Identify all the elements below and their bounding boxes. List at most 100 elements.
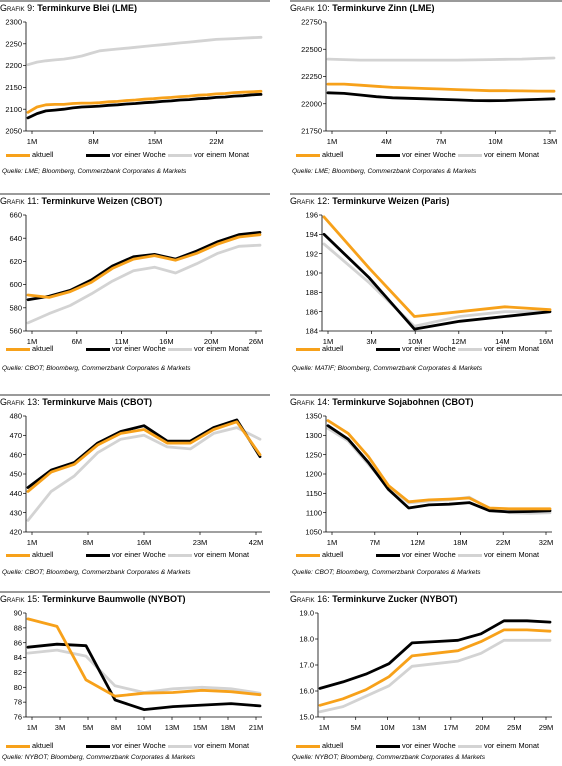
y-tick-label: 196 [305,211,318,220]
y-tick-label: 1050 [305,528,322,537]
x-tick-label: 1M [27,723,37,732]
x-tick-label: 15M [193,723,208,732]
legend-swatch [376,153,400,157]
legend-swatch [296,347,320,351]
chart-legend: aktuell vor einer Woche vor einem Monat [290,741,562,753]
x-tick-label: 25M [507,723,522,732]
legend-item-week: vor einer Woche [376,344,456,353]
series-line-week [26,642,262,711]
x-tick-label: 1M [327,137,337,146]
y-tick-label: 2300 [5,18,22,27]
legend-swatch [86,153,110,157]
y-tick-label: 600 [9,280,22,289]
chart-number: Grafik 13: [0,397,43,407]
legend-item-current: aktuell [296,550,343,559]
y-tick-label: 18.0 [299,635,314,644]
y-tick-label: 2200 [5,61,22,70]
y-tick-label: 1150 [306,489,322,498]
legend-item-month: vor einem Monat [168,550,249,559]
legend-swatch [376,553,400,557]
panel-divider [0,394,270,396]
x-tick-label: 1M [27,137,37,146]
legend-label: vor einem Monat [484,150,540,159]
chart-number: Grafik 11: [0,196,42,206]
y-tick-label: 2150 [5,83,22,92]
legend-swatch [168,153,192,157]
y-tick-label: 420 [9,528,22,537]
y-tick-label: 80 [14,683,22,692]
legend-item-current: aktuell [296,150,343,159]
chart-legend: aktuell vor einer Woche vor einem Monat [0,344,270,356]
legend-swatch [458,347,482,351]
series-line-aktuell [26,617,262,698]
chart-source: Quelle: NYBOT; Bloomberg, Commerzbank Co… [2,754,195,761]
chart-legend: aktuell vor einer Woche vor einem Monat [290,550,562,562]
legend-swatch [168,744,192,748]
x-tick-label: 16M [159,337,174,346]
chart-title: Grafik 9: Terminkurve Blei (LME) [0,3,137,13]
legend-label: aktuell [322,344,344,353]
legend-swatch [86,553,110,557]
legend-swatch [6,553,30,557]
y-tick-label: 580 [9,303,22,312]
chart-panel: Grafik 15: Terminkurve Baumwolle (NYBOT)… [0,591,270,766]
y-tick-label: 1250 [305,450,322,459]
series-line-aktuell [26,233,262,299]
legend-label: vor einer Woche [112,344,166,353]
series-line-month [26,426,262,522]
chart-source: Quelle: LME; Bloomberg, Commerzbank Corp… [2,168,187,175]
x-tick-label: 8M [88,137,98,146]
series-line-week [322,232,552,331]
chart-title-text: Terminkurve Blei (LME) [37,3,138,13]
series-line-aktuell [318,628,552,707]
chart-legend: aktuell vor einer Woche vor einem Monat [0,741,270,753]
y-tick-label: 640 [9,234,22,243]
y-tick-label: 450 [9,470,22,479]
chart-panel: Grafik 12: Terminkurve Weizen (Paris) 184… [290,193,562,377]
legend-swatch [376,347,400,351]
x-tick-label: 17M [444,723,459,732]
x-tick-label: 1M [323,337,333,346]
y-tick-label: 84 [14,653,22,662]
x-tick-label: 8M [83,538,93,547]
legend-label: aktuell [322,550,344,559]
chart-number: Grafik 12: [290,196,333,206]
chart-number: Grafik 14: [290,397,333,407]
chart-source: Quelle: MATIF; Bloomberg, Commerzbank Co… [292,365,483,372]
chart-source: Quelle: NYBOT; Bloomberg, Commerzbank Co… [292,754,485,761]
legend-item-month: vor einem Monat [168,741,249,750]
legend-label: vor einer Woche [402,150,456,159]
y-tick-label: 1200 [305,470,322,479]
y-tick-label: 1100 [306,508,322,517]
legend-item-week: vor einer Woche [376,550,456,559]
legend-label: aktuell [32,741,54,750]
y-tick-label: 19.0 [299,609,314,618]
legend-label: aktuell [32,150,54,159]
panel-divider [290,591,562,593]
legend-item-month: vor einem Monat [458,150,539,159]
legend-swatch [458,744,482,748]
chart-title: Grafik 15: Terminkurve Baumwolle (NYBOT) [0,594,186,604]
x-tick-label: 12M [452,337,467,346]
y-tick-label: 2050 [5,127,22,136]
x-tick-label: 12M [410,538,425,547]
x-tick-label: 10M [408,337,423,346]
legend-item-month: vor einem Monat [458,741,539,750]
legend-item-month: vor einem Monat [168,344,249,353]
legend-swatch [6,153,30,157]
x-tick-label: 8M [111,723,121,732]
legend-item-week: vor einer Woche [86,344,166,353]
series-line-week [26,93,263,120]
y-tick-label: 22250 [301,72,322,81]
chart-panel: Grafik 14: Terminkurve Sojabohnen (CBOT)… [290,394,562,581]
chart-title-text: Terminkurve Sojabohnen (CBOT) [332,397,474,407]
legend-item-month: vor einem Monat [458,344,539,353]
y-tick-label: 480 [9,412,22,421]
x-tick-label: 5M [351,723,361,732]
series-line-month [318,638,552,714]
legend-item-week: vor einer Woche [376,741,456,750]
chart-legend: aktuell vor einer Woche vor einem Monat [0,550,270,562]
legend-item-month: vor einem Monat [168,150,249,159]
x-tick-label: 13M [165,723,180,732]
panel-divider [290,394,562,396]
